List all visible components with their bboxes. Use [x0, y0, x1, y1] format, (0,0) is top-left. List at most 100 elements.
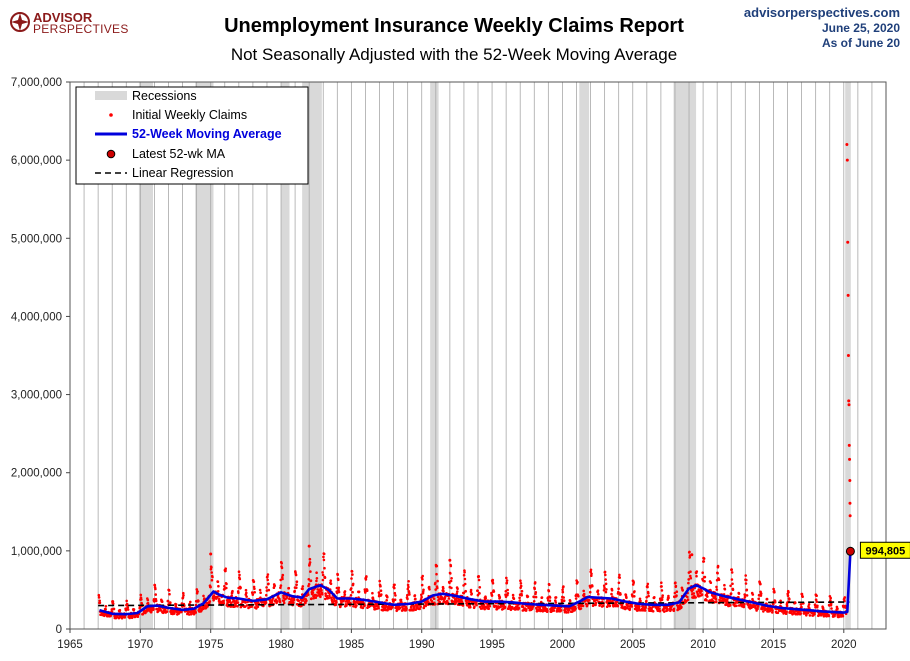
claim-point	[364, 591, 367, 594]
claim-point	[421, 578, 424, 581]
claim-point	[380, 593, 383, 596]
claim-point	[815, 594, 818, 597]
claim-point	[660, 585, 663, 588]
y-tick-label: 1,000,000	[11, 546, 62, 558]
claim-point	[576, 580, 579, 584]
claim-point	[675, 594, 678, 597]
claim-point	[321, 593, 324, 596]
claim-point	[245, 591, 248, 595]
claim-point	[477, 575, 481, 578]
claim-point	[271, 598, 274, 602]
claim-point	[217, 597, 221, 601]
claim-point	[692, 592, 696, 595]
claim-point	[533, 587, 536, 591]
as-of-date: As of June 20	[822, 36, 900, 50]
regression-line	[98, 601, 850, 607]
claim-point	[647, 594, 650, 598]
claim-point	[605, 588, 608, 591]
claim-point	[202, 607, 205, 610]
claim-point	[464, 589, 468, 593]
claim-point	[646, 585, 649, 589]
claim-point	[667, 594, 670, 598]
claim-point	[505, 579, 509, 582]
claim-point	[759, 582, 762, 586]
claim-point	[816, 604, 819, 608]
claim-point	[525, 608, 528, 611]
claim-point	[448, 581, 451, 585]
y-tick-label: 2,000,000	[11, 468, 62, 480]
claim-point	[222, 599, 225, 603]
claim-point	[703, 580, 706, 583]
claim-point	[661, 594, 664, 597]
claim-point	[483, 607, 487, 611]
site-url: advisorperspectives.com	[744, 5, 900, 20]
claim-point	[357, 590, 361, 594]
claim-point	[232, 599, 236, 603]
claim-point	[660, 598, 664, 602]
claim-point	[259, 591, 262, 594]
claim-point	[182, 594, 185, 597]
claim-point	[579, 607, 583, 610]
claim-point	[154, 593, 157, 596]
claim-point	[225, 586, 228, 590]
claim-point	[623, 605, 627, 609]
claim-point	[132, 608, 136, 611]
claim-point	[309, 570, 312, 573]
claim-point	[351, 582, 355, 586]
claim-point	[574, 597, 578, 600]
claim-point	[339, 605, 342, 608]
claim-point	[491, 581, 495, 585]
claim-spike-point	[847, 403, 851, 407]
claim-point	[645, 599, 648, 603]
claim-point	[619, 593, 622, 596]
claim-point	[461, 604, 465, 607]
claim-point	[463, 571, 466, 574]
claim-point	[442, 589, 445, 593]
claim-point	[267, 582, 270, 586]
claim-point	[436, 579, 439, 583]
claim-point	[406, 583, 410, 587]
claim-point	[687, 581, 690, 585]
claim-point	[265, 586, 268, 589]
claim-point	[689, 574, 692, 578]
claim-spike-point	[209, 552, 213, 556]
recession-band	[138, 82, 154, 629]
gridlines	[83, 82, 873, 629]
claim-point	[327, 596, 331, 600]
claim-point	[626, 604, 630, 608]
claim-point	[292, 598, 296, 602]
claim-point	[244, 588, 248, 592]
claim-point	[658, 609, 662, 613]
y-axis: 0 1,000,000 2,000,000 3,000,000 4,000,000 5,0…	[11, 77, 70, 636]
claim-point	[660, 581, 663, 584]
claim-point	[651, 610, 655, 613]
chart-title: Unemployment Insurance Weekly Claims Rep…	[224, 15, 684, 37]
claim-point	[319, 595, 322, 599]
claim-point	[173, 612, 176, 615]
claim-point	[567, 611, 570, 614]
claim-point	[278, 600, 282, 604]
claim-point	[152, 598, 156, 601]
claim-point	[433, 602, 437, 606]
claim-point	[228, 599, 232, 603]
claim-point	[351, 590, 354, 594]
claim-point	[520, 589, 524, 593]
claim-point	[335, 600, 338, 604]
claim-point	[658, 607, 661, 610]
claim-point	[295, 586, 298, 589]
claim-point	[730, 571, 734, 574]
x-tick-label: 1985	[339, 639, 365, 651]
claim-point	[322, 555, 325, 559]
claim-point	[715, 585, 718, 589]
claim-point	[216, 580, 220, 583]
claim-point	[588, 590, 592, 594]
claim-point	[617, 590, 620, 594]
claim-point	[534, 591, 538, 594]
claim-point	[567, 608, 571, 612]
x-tick-label: 2010	[690, 639, 716, 651]
claim-point	[245, 595, 248, 598]
claim-point	[815, 600, 819, 604]
claim-point	[189, 600, 192, 604]
claim-point	[687, 578, 690, 581]
claim-point	[731, 582, 734, 586]
